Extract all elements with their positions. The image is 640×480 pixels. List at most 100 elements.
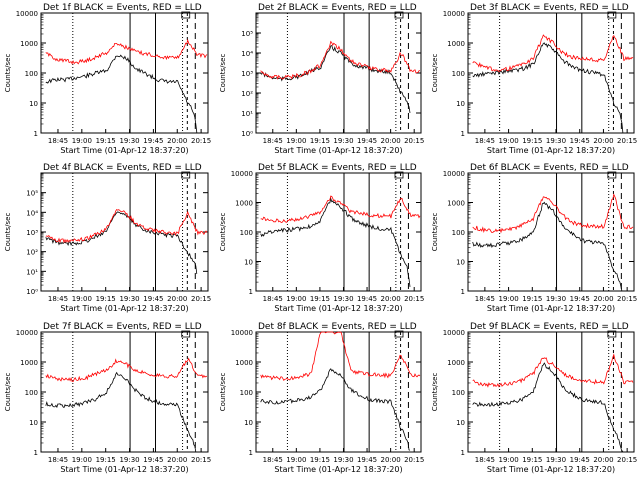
x-tick-label: 20:15 — [617, 456, 637, 464]
panel-det-3f: Det 3f BLACK = Events, RED = LLD Counts/s… — [431, 3, 637, 155]
y-tick-label: 10⁵ — [241, 30, 253, 38]
panel-det-7f: Det 7f BLACK = Events, RED = LLD Counts/s… — [4, 322, 211, 474]
x-tick-label: 19:00 — [72, 295, 92, 303]
panel-det-2f: Det 2f BLACK = Events, RED = LLD Counts/s… — [219, 3, 424, 155]
y-tick-label: 1000 — [235, 359, 253, 367]
y-tick-label: 1 — [461, 288, 465, 296]
y-tick-label: 10³ — [241, 70, 253, 78]
series-events-line — [472, 201, 623, 292]
x-tick-label: 19:15 — [96, 137, 116, 145]
x-tick-label: 19:00 — [498, 295, 518, 303]
series-events-line — [260, 197, 411, 287]
x-tick-label: 19:00 — [286, 295, 306, 303]
y-axis-label: Counts/sec — [4, 54, 12, 93]
panel-title: Det 3f BLACK = Events, RED = LLD — [470, 3, 629, 13]
y-tick-label: 10000 — [443, 10, 465, 18]
y-tick-label: 10³ — [26, 229, 38, 237]
y-tick-label: 10⁴ — [26, 209, 38, 217]
y-tick-label: 10000 — [16, 329, 38, 337]
x-tick-label: 18:45 — [263, 295, 283, 303]
x-tick-label: 20:15 — [404, 456, 424, 464]
x-tick-label: 18:45 — [48, 137, 68, 145]
y-tick-label: 10 — [456, 419, 465, 427]
x-tick-label: 18:45 — [475, 295, 495, 303]
y-tick-label: 1000 — [447, 200, 465, 208]
x-tick-label: 20:15 — [191, 456, 211, 464]
x-tick-label: 20:00 — [167, 456, 187, 464]
x-tick-label: 20:00 — [381, 456, 401, 464]
x-tick-label: 19:00 — [72, 456, 92, 464]
x-tick-label: 19:00 — [286, 456, 306, 464]
x-tick-label: 18:45 — [475, 456, 495, 464]
series-events-line — [472, 42, 624, 134]
y-tick-label: 100 — [452, 70, 465, 78]
series-lld-line — [472, 353, 634, 388]
x-tick-label: 19:15 — [522, 295, 542, 303]
marker-box — [181, 330, 191, 338]
y-axis-label: Counts/sec — [431, 213, 439, 252]
y-tick-label: 10⁰ — [241, 130, 253, 138]
x-axis-label: Start Time (01-Apr-12 18:37:20) — [487, 465, 615, 474]
panel-det-9f: Det 9f BLACK = Events, RED = LLD Counts/s… — [431, 322, 637, 474]
series-lld-line — [260, 195, 421, 223]
x-tick-label: 19:30 — [546, 456, 566, 464]
y-tick-label: 10000 — [231, 329, 253, 337]
x-tick-label: 20:00 — [167, 295, 187, 303]
plot-frame — [255, 172, 422, 292]
x-tick-label: 19:15 — [96, 456, 116, 464]
panel-title: Det 8f BLACK = Events, RED = LLD — [258, 322, 417, 332]
y-tick-label: 1 — [34, 449, 38, 457]
series-lld-line — [260, 331, 421, 381]
y-tick-label: 100 — [25, 389, 38, 397]
y-tick-label: 100 — [240, 229, 253, 237]
x-tick-label: 20:00 — [593, 295, 613, 303]
y-tick-label: 10⁴ — [241, 50, 253, 58]
y-tick-label: 100 — [452, 389, 465, 397]
y-tick-label: 10² — [241, 90, 253, 98]
x-tick-label: 19:00 — [72, 137, 92, 145]
series-events-line — [45, 371, 197, 453]
x-tick-label: 19:15 — [310, 137, 330, 145]
panel-title: Det 9f BLACK = Events, RED = LLD — [470, 322, 629, 332]
series-events-line — [45, 211, 198, 274]
x-tick-label: 18:45 — [263, 137, 283, 145]
x-tick-label: 19:15 — [522, 456, 542, 464]
y-tick-label: 1 — [249, 449, 253, 457]
panel-title: Det 6f BLACK = Events, RED = LLD — [470, 163, 629, 173]
series-lld-line — [45, 357, 208, 383]
y-tick-label: 10000 — [443, 170, 465, 178]
marker-box — [394, 330, 404, 338]
y-tick-label: 1 — [461, 130, 465, 138]
y-tick-label: 1000 — [235, 200, 253, 208]
x-tick-label: 19:45 — [357, 137, 377, 145]
y-axis-label: Counts/sec — [431, 373, 439, 412]
x-axis-label: Start Time (01-Apr-12 18:37:20) — [60, 304, 188, 313]
y-tick-label: 1 — [249, 288, 253, 296]
y-tick-label: 10 — [456, 100, 465, 108]
x-tick-label: 20:00 — [167, 137, 187, 145]
y-tick-label: 100 — [240, 389, 253, 397]
plot-frame — [40, 172, 209, 292]
x-tick-label: 20:00 — [593, 456, 613, 464]
x-tick-label: 19:15 — [96, 295, 116, 303]
y-tick-label: 1000 — [20, 40, 38, 48]
series-events-line — [472, 362, 624, 453]
y-tick-label: 10¹ — [241, 110, 253, 118]
x-tick-label: 19:45 — [143, 456, 163, 464]
y-tick-label: 10 — [244, 259, 253, 267]
y-axis-label: Counts/sec — [4, 213, 12, 252]
y-tick-label: 1000 — [447, 40, 465, 48]
y-tick-label: 10 — [29, 100, 38, 108]
y-tick-label: 10¹ — [26, 268, 38, 276]
y-tick-label: 1000 — [447, 359, 465, 367]
y-tick-label: 10² — [26, 249, 38, 257]
x-tick-label: 20:00 — [593, 137, 613, 145]
x-tick-label: 19:30 — [119, 456, 139, 464]
y-tick-label: 1 — [461, 449, 465, 457]
y-axis-label: Counts/sec — [4, 373, 12, 412]
x-axis-label: Start Time (01-Apr-12 18:37:20) — [274, 465, 402, 474]
y-tick-label: 10000 — [16, 10, 38, 18]
marker-box — [181, 11, 191, 19]
y-tick-label: 10 — [244, 419, 253, 427]
series-events-line — [260, 368, 411, 451]
